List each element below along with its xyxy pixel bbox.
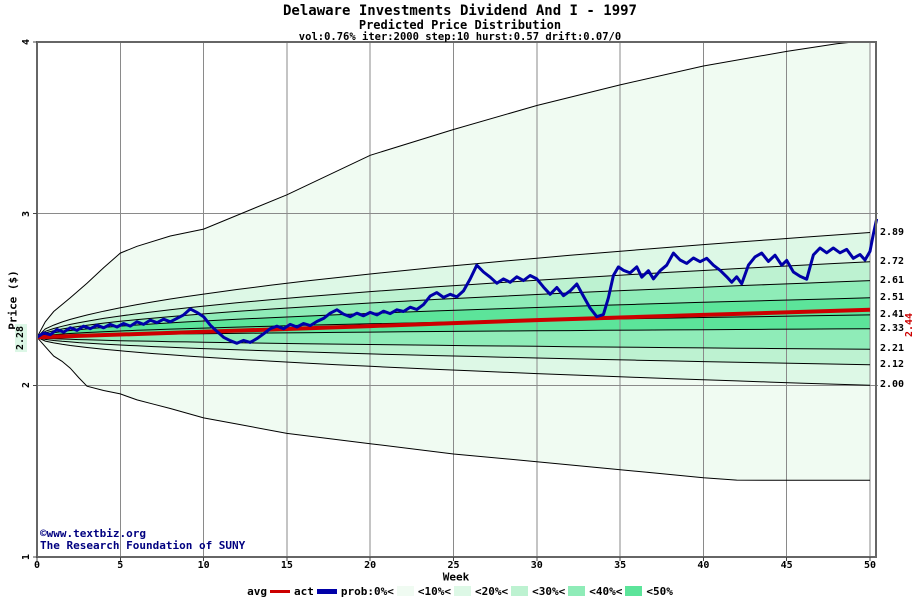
x-tick-label-20: 20	[364, 560, 377, 571]
boundary-end-label-2.51: 2.51	[880, 291, 905, 303]
x-tick-label-5: 5	[117, 560, 124, 571]
avg-end-label: 2.44	[904, 312, 915, 337]
plot-frame	[36, 41, 877, 558]
y-tick-label-2: 2	[21, 382, 32, 389]
y-tick-label-3: 3	[21, 210, 32, 217]
y-tick-label-4: 4	[21, 38, 32, 45]
legend-label-4: <20%<	[474, 584, 509, 598]
legend-label-7: <50%	[646, 584, 673, 598]
quantile-line-2.51	[37, 297, 871, 338]
quantile-line-2.12	[37, 336, 871, 366]
legend-line-swatch-act	[316, 588, 337, 594]
x-tick-label-40: 40	[697, 560, 710, 571]
boundary-end-label-2.89: 2.89	[880, 226, 905, 238]
start-price-label: 2.28	[15, 324, 27, 353]
boundary-end-label-2.72: 2.72	[880, 255, 905, 267]
legend: avg act prob:0%< <10%< <20%< <30%< <40%< <50%	[0, 584, 920, 598]
x-tick-label-45: 45	[780, 560, 793, 571]
y-axis-label: Price ($)	[6, 270, 20, 330]
quantile-line-2.89	[37, 232, 871, 338]
x-tick-label-10: 10	[197, 560, 210, 571]
boundary-end-label-2.00: 2.00	[880, 379, 905, 391]
chart-params: vol:0.76% iter:2000 step:10 hurst:0.57 d…	[298, 31, 622, 43]
quantile-line-2.21	[37, 336, 871, 350]
legend-label-6: <40%<	[589, 584, 623, 598]
legend-label-5: <30%<	[532, 584, 566, 598]
x-axis-label: Week	[442, 570, 470, 584]
legend-line-swatch-avg	[270, 589, 290, 593]
legend-item-1: act	[294, 585, 337, 598]
legend-item-5: <30%<	[532, 584, 586, 598]
legend-label-0: avg	[247, 584, 267, 598]
chart-subtitle: Predicted Price Distribution	[358, 18, 562, 32]
x-tick-label-50: 50	[863, 560, 877, 571]
legend-label-2: prob:0%<	[340, 584, 394, 598]
boundary-end-label-2.41: 2.41	[880, 308, 905, 320]
lower-envelope-line	[37, 336, 870, 481]
copyright-url[interactable]: ©www.textbiz.org	[40, 527, 146, 540]
legend-item-2: prob:0%<	[341, 585, 414, 598]
boundary-end-label-2.12: 2.12	[880, 358, 905, 370]
legend-box-swatch-6	[625, 586, 643, 596]
avg-line	[37, 307, 871, 340]
x-tick-label-35: 35	[614, 560, 627, 571]
legend-box-swatch-2	[396, 586, 414, 596]
y-tick-label-1: 1	[21, 553, 32, 561]
quantile-line-2.00	[37, 336, 871, 386]
legend-label-3: <10%<	[417, 584, 451, 598]
x-tick-label-15: 15	[280, 560, 293, 571]
legend-item-3: <10%<	[418, 585, 471, 598]
quantile-line-2.72	[37, 261, 871, 338]
legend-item-0: avg	[247, 585, 290, 598]
act-line	[37, 218, 878, 345]
legend-item-4: <20%<	[474, 584, 529, 598]
boundary-end-label-2.33: 2.33	[880, 322, 905, 334]
boundary-end-label-2.21: 2.21	[880, 343, 905, 355]
legend-box-swatch-5	[568, 586, 586, 596]
legend-box-swatch-4	[511, 586, 529, 596]
upper-envelope-line	[37, 42, 859, 338]
legend-label-1: act	[294, 584, 314, 598]
legend-item-7: <50%	[646, 585, 673, 598]
band-fill-2	[37, 261, 870, 338]
quantile-line-2.41	[37, 314, 871, 338]
boundary-end-label-2.61: 2.61	[880, 274, 905, 286]
x-tick-label-30: 30	[530, 560, 543, 571]
x-tick-label-25: 25	[447, 560, 460, 571]
chart-title: Delaware Investments Dividend And I - 19…	[282, 3, 637, 19]
x-tick-label-0: 0	[33, 560, 41, 571]
copyright-org: The Research Foundation of SUNY	[40, 539, 246, 552]
legend-box-swatch-3	[453, 586, 471, 596]
legend-item-6: <40%<	[589, 584, 643, 598]
